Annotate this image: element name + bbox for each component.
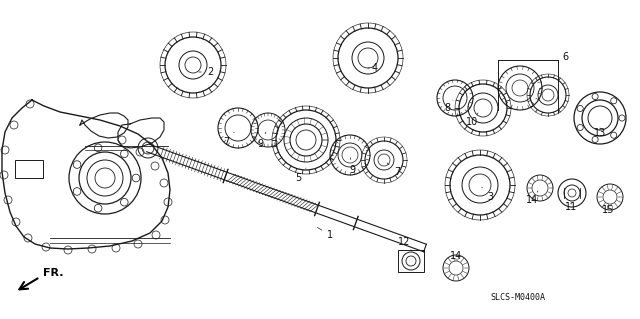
Bar <box>398 250 424 272</box>
Circle shape <box>592 93 598 100</box>
Circle shape <box>132 174 140 182</box>
Circle shape <box>619 115 625 121</box>
Text: 5: 5 <box>295 168 306 183</box>
Text: SLCS-M0400A: SLCS-M0400A <box>490 293 545 302</box>
Circle shape <box>120 198 128 206</box>
Circle shape <box>73 161 81 168</box>
Text: 2: 2 <box>199 67 213 77</box>
Text: 14: 14 <box>526 191 538 205</box>
Circle shape <box>611 132 617 138</box>
Text: 9: 9 <box>257 132 266 149</box>
Circle shape <box>73 188 81 195</box>
Text: 7: 7 <box>387 163 400 177</box>
Bar <box>15 160 43 178</box>
Text: FR.: FR. <box>43 268 63 278</box>
Text: 15: 15 <box>602 205 614 215</box>
Circle shape <box>120 150 128 158</box>
Text: 12: 12 <box>398 237 411 250</box>
Text: 8: 8 <box>444 100 453 113</box>
Text: 10: 10 <box>466 113 478 127</box>
Text: 9: 9 <box>349 158 355 175</box>
Text: 4: 4 <box>368 63 378 73</box>
Circle shape <box>577 105 583 112</box>
Text: 14: 14 <box>450 251 462 261</box>
Text: 11: 11 <box>565 202 577 212</box>
Text: 6: 6 <box>562 52 568 62</box>
Circle shape <box>611 98 617 104</box>
Circle shape <box>94 204 102 212</box>
Circle shape <box>592 137 598 143</box>
Circle shape <box>577 124 583 130</box>
Text: 13: 13 <box>594 128 606 138</box>
Text: 3: 3 <box>482 187 493 202</box>
Text: 1: 1 <box>317 227 333 240</box>
Circle shape <box>94 144 102 152</box>
Text: 7: 7 <box>223 132 234 147</box>
